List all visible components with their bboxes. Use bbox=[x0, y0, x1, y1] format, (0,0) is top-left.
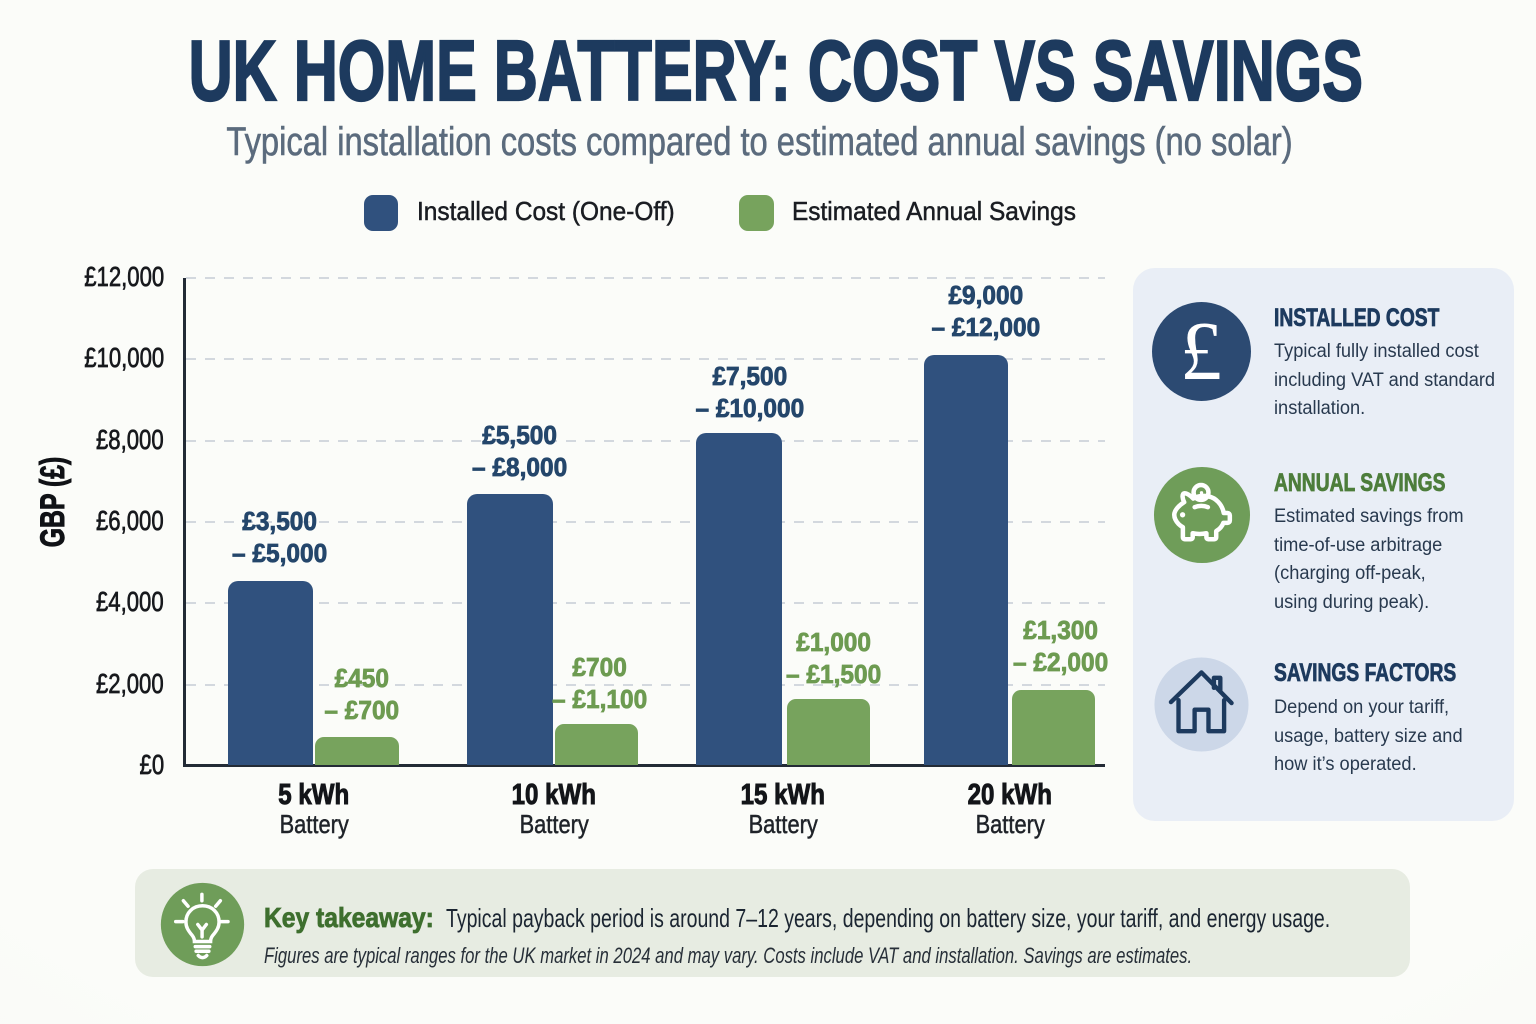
svg-text:£: £ bbox=[1180, 305, 1222, 398]
